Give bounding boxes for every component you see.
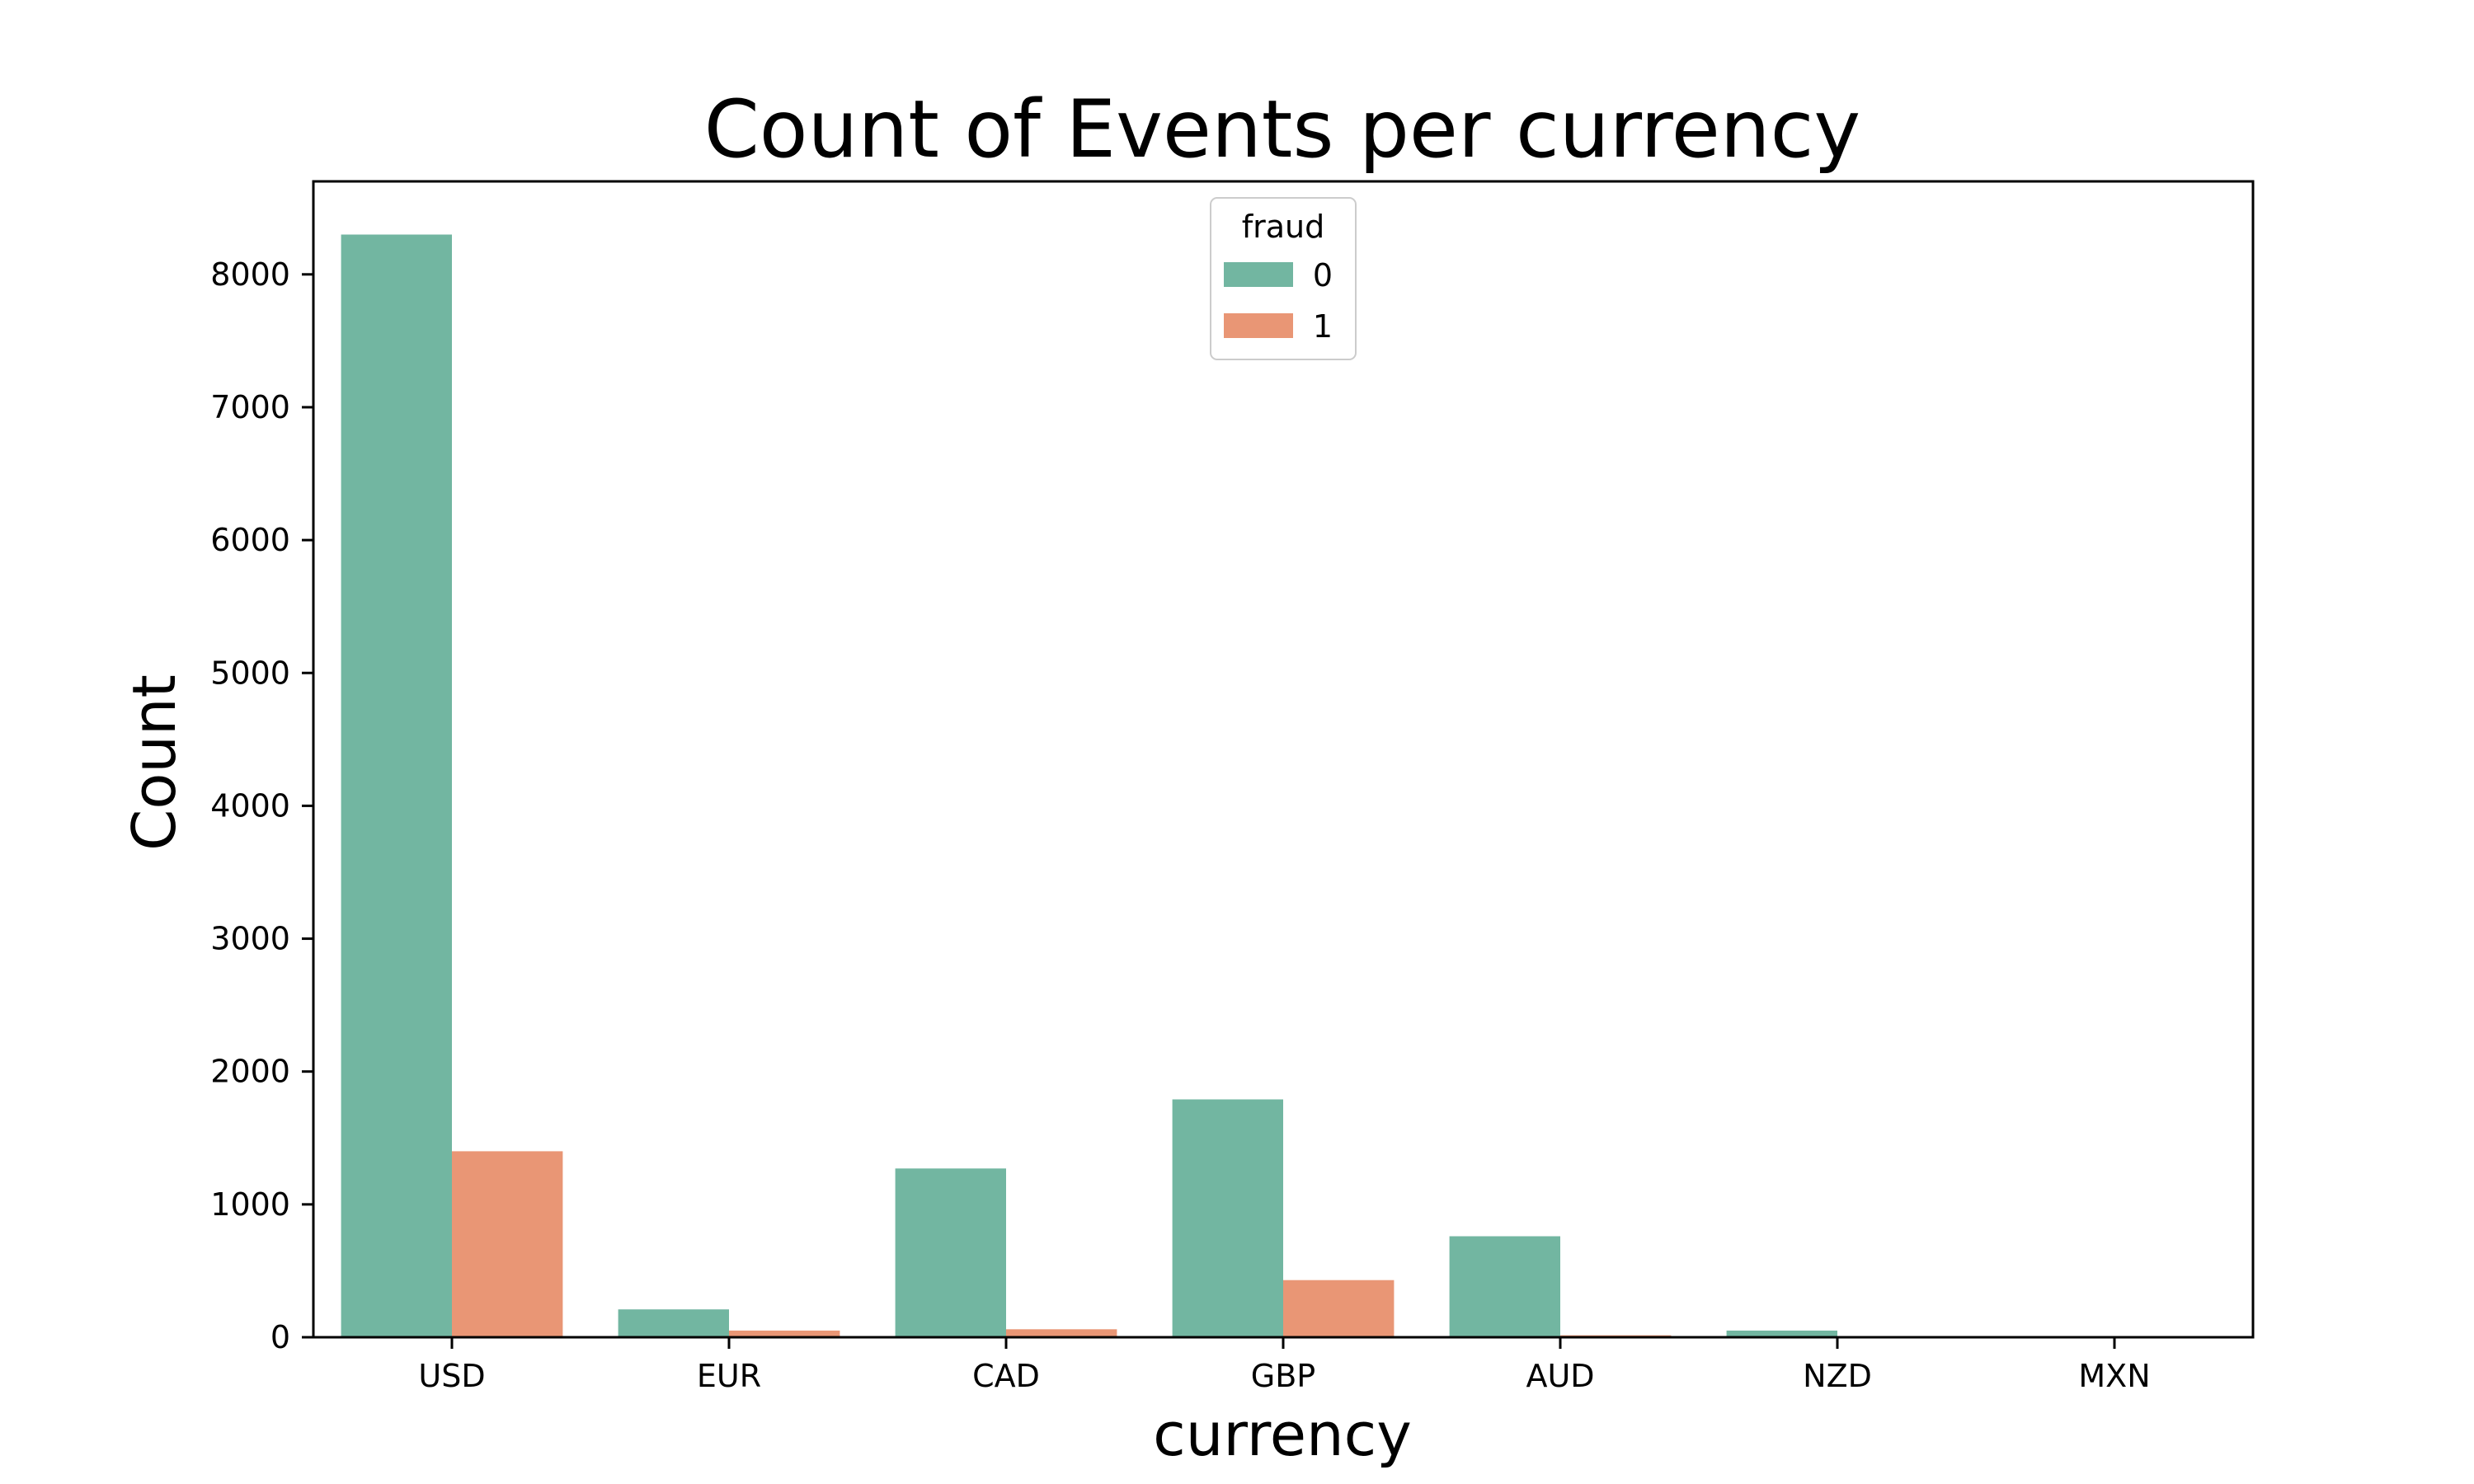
y-tick-label: 8000	[210, 256, 290, 293]
x-tick-label-gbp: GBP	[1251, 1358, 1315, 1394]
x-tick-label-aud: AUD	[1526, 1358, 1594, 1394]
y-tick-label: 3000	[210, 921, 290, 957]
bar-aud-fraud-0	[1449, 1236, 1560, 1337]
legend-swatch-fraud-1	[1224, 313, 1293, 338]
bar-eur-fraud-0	[618, 1309, 729, 1337]
y-tick-label: 6000	[210, 522, 290, 558]
x-tick-label-eur: EUR	[697, 1358, 761, 1394]
legend-label-fraud-0: 0	[1313, 257, 1333, 294]
y-tick-label: 7000	[210, 389, 290, 425]
x-tick-label-cad: CAD	[972, 1358, 1040, 1394]
y-tick-label: 0	[270, 1319, 290, 1355]
bar-cad-fraud-1	[1006, 1329, 1117, 1337]
chart-title: Count of Events per currency	[704, 83, 1860, 176]
y-tick-label: 5000	[210, 655, 290, 691]
legend: fraud 0 1	[1210, 197, 1357, 360]
y-tick-label: 2000	[210, 1054, 290, 1090]
y-tick-label: 4000	[210, 787, 290, 824]
legend-label-fraud-1: 1	[1313, 308, 1333, 345]
y-tick-label: 1000	[210, 1186, 290, 1223]
x-tick-label-usd: USD	[418, 1358, 485, 1394]
bar-gbp-fraud-1	[1283, 1280, 1395, 1337]
plot-area: 0 1000 2000 3000 4000 5000 6000 7000 8000 USD EUR C…	[210, 180, 2255, 1394]
x-axis-label: currency	[1153, 1400, 1412, 1469]
bar-usd-fraud-1	[452, 1151, 563, 1337]
bar-gbp-fraud-0	[1172, 1099, 1283, 1337]
bar-nzd-fraud-0	[1726, 1330, 1837, 1337]
bar-usd-fraud-0	[341, 234, 452, 1337]
bar-cad-fraud-0	[895, 1168, 1006, 1337]
x-tick-label-mxn: MXN	[2078, 1358, 2150, 1394]
y-axis-label: Count	[120, 674, 189, 851]
legend-swatch-fraud-0	[1224, 262, 1293, 287]
legend-title: fraud	[1242, 209, 1325, 245]
bar-eur-fraud-1	[729, 1330, 840, 1337]
x-tick-label-nzd: NZD	[1803, 1358, 1872, 1394]
